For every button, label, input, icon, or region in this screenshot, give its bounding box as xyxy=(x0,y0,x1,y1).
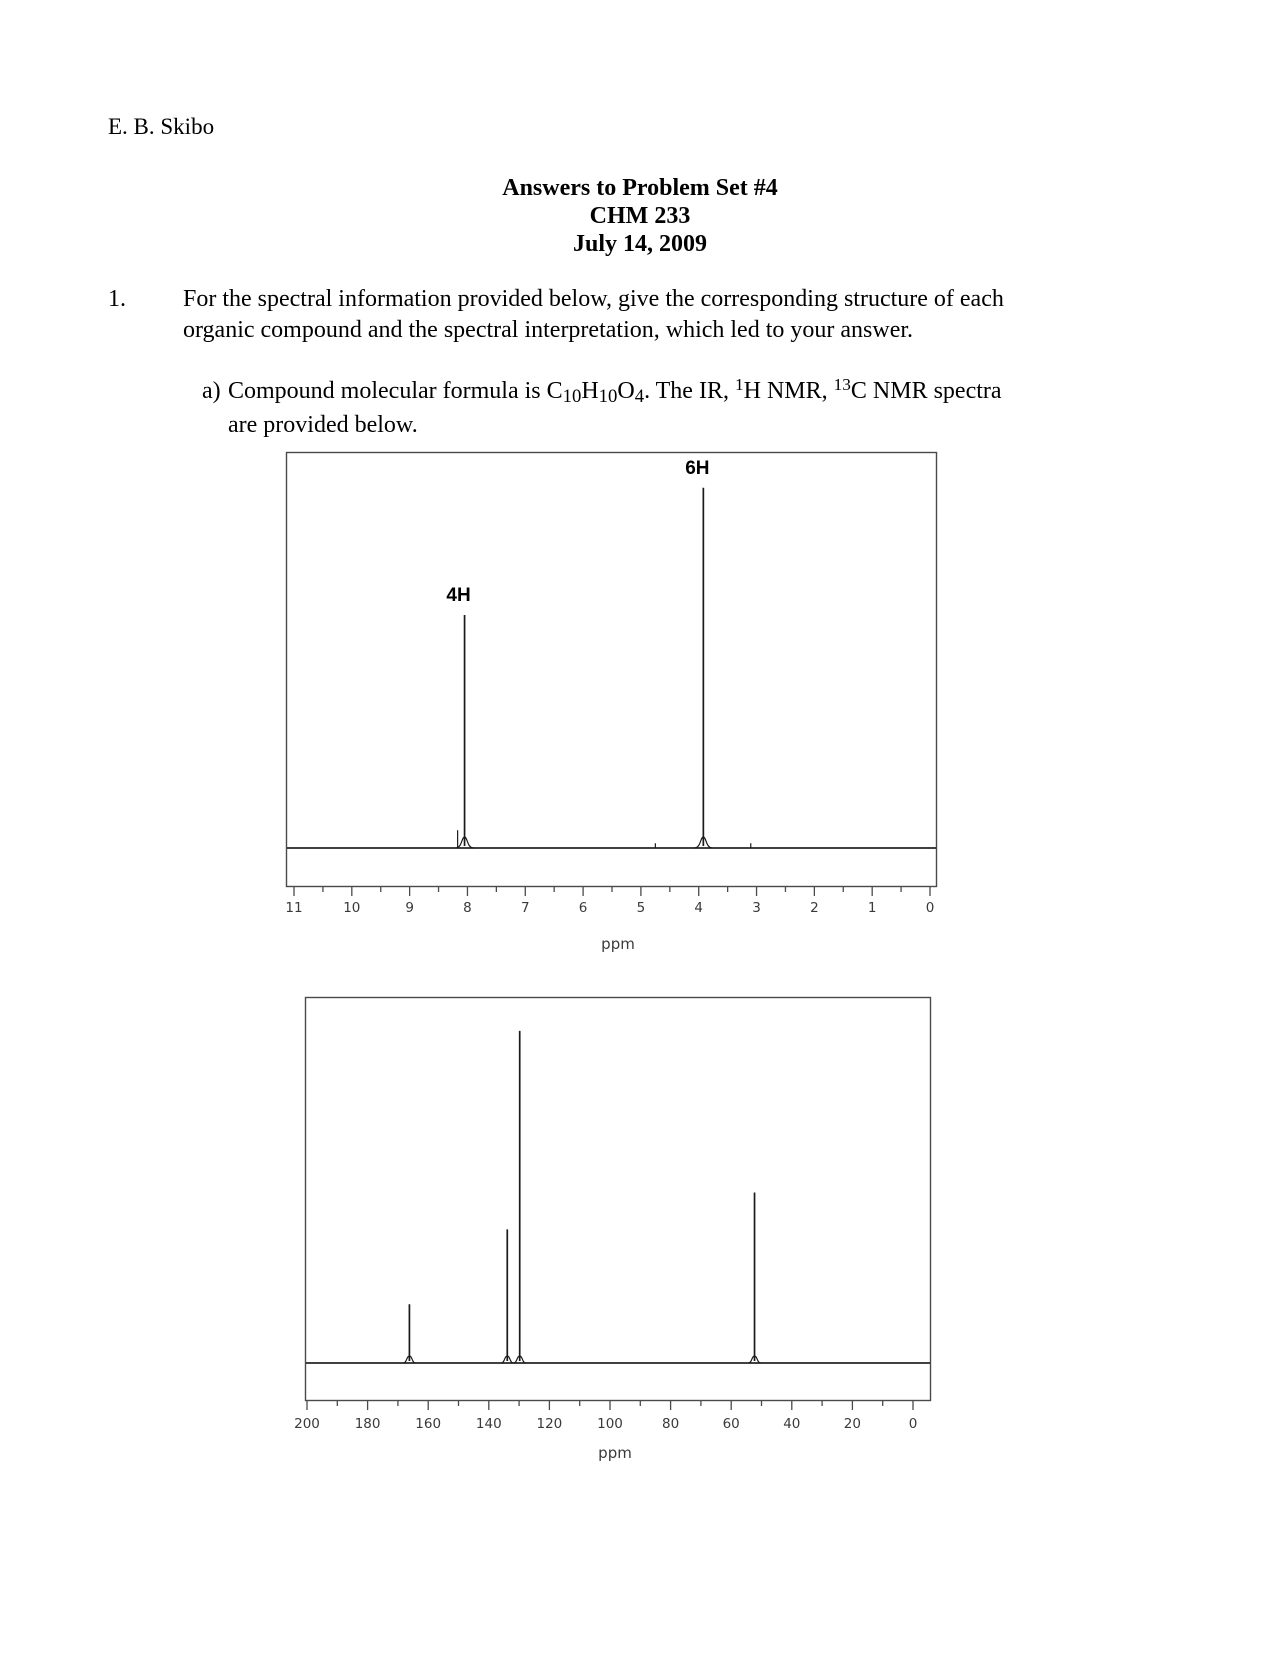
peak-label-4H: 4H xyxy=(446,585,470,606)
tick-label: 6 xyxy=(579,900,588,916)
formula-subscript-10a: 10 xyxy=(562,386,582,408)
formula-subscript-10b: 10 xyxy=(598,386,618,408)
title-block: Answers to Problem Set #4 CHM 233 July 1… xyxy=(0,174,1280,258)
tick-label: 160 xyxy=(415,1416,441,1432)
tick-label: 11 xyxy=(285,900,302,916)
tick-label: 140 xyxy=(476,1416,502,1432)
item-a-line-1: Compound molecular formula is C10H10O4. … xyxy=(228,374,1002,408)
h1-nmr-spectrum-chart: 11 10 9 8 7 6 5 4 3 2 1 0 ppm 4H 6H xyxy=(272,451,952,967)
document-title: Answers to Problem Set #4 xyxy=(502,175,778,201)
tick-label: 2 xyxy=(810,900,819,916)
item-a-seg3: O xyxy=(617,378,635,404)
item-a-line-2: are provided below. xyxy=(228,412,418,438)
tick-label: 1 xyxy=(868,900,877,916)
tick-label: 9 xyxy=(405,900,414,916)
item-a-seg6: C NMR spectra xyxy=(850,378,1002,404)
tick-label: 200 xyxy=(294,1416,320,1432)
tick-label: 10 xyxy=(343,900,360,916)
c13-nmr-spectrum-chart: 200 180 160 140 120 100 80 60 40 20 0 ppm xyxy=(291,996,946,1472)
isotope-superscript-1: 1 xyxy=(734,375,744,395)
tick-label: 8 xyxy=(463,900,472,916)
tick-label: 100 xyxy=(597,1416,623,1432)
tick-label: 120 xyxy=(537,1416,563,1432)
course-code: CHM 233 xyxy=(589,203,691,229)
item-a-marker: a) xyxy=(202,378,221,404)
item-a-text: Compound molecular formula is C10H10O4. … xyxy=(228,374,1002,442)
x-axis-label: ppm xyxy=(601,935,635,953)
item-a-seg5: H NMR, xyxy=(743,378,834,404)
tick-label: 4 xyxy=(694,900,703,916)
tick-label: 40 xyxy=(783,1416,800,1432)
x-axis-label: ppm xyxy=(598,1444,632,1462)
tick-label: 0 xyxy=(909,1416,918,1432)
tick-label: 20 xyxy=(844,1416,861,1432)
question-1-number: 1. xyxy=(108,286,126,312)
tick-label: 80 xyxy=(662,1416,679,1432)
item-a-seg4: . The IR, xyxy=(644,378,735,404)
x-axis: 11 10 9 8 7 6 5 4 3 2 1 0 xyxy=(285,887,934,916)
item-a-seg1: Compound molecular formula is C xyxy=(228,378,563,404)
peak-label-6H: 6H xyxy=(685,458,709,479)
question-1-text: For the spectral information provided be… xyxy=(183,284,1004,346)
item-a-seg2: H xyxy=(581,378,599,404)
tick-label: 7 xyxy=(521,900,530,916)
tick-label: 180 xyxy=(355,1416,381,1432)
tick-label: 0 xyxy=(926,900,935,916)
formula-subscript-4: 4 xyxy=(634,386,645,408)
question-1-line-2: organic compound and the spectral interp… xyxy=(183,317,914,343)
isotope-superscript-13: 13 xyxy=(833,375,851,395)
tick-label: 60 xyxy=(723,1416,740,1432)
document-date: July 14, 2009 xyxy=(572,231,707,257)
plot-border xyxy=(285,451,938,888)
author-name: E. B. Skibo xyxy=(108,114,215,139)
tick-label: 5 xyxy=(637,900,646,916)
x-axis: 200 180 160 140 120 100 80 60 40 20 0 xyxy=(294,1401,917,1432)
tick-label: 3 xyxy=(752,900,761,916)
plot-border xyxy=(304,996,932,1402)
question-1-line-1: For the spectral information provided be… xyxy=(183,286,1004,312)
